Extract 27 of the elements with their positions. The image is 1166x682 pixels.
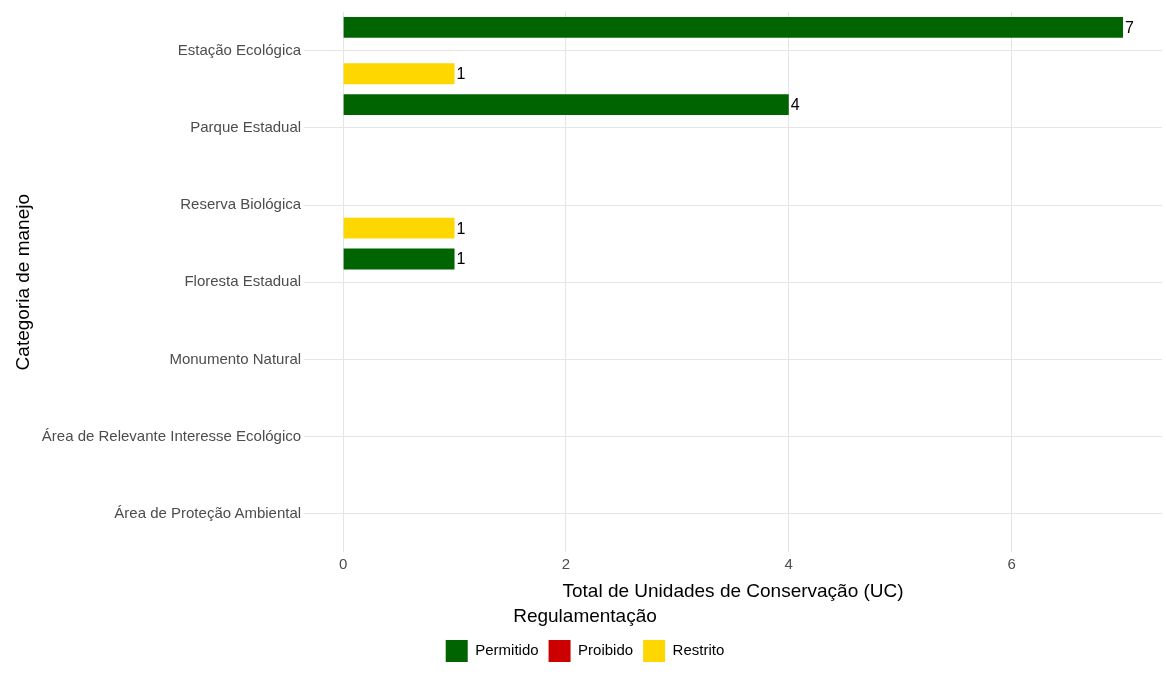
- y-tick-label: Área de Proteção Ambiental: [114, 503, 302, 521]
- data-label: 1: [456, 250, 466, 268]
- y-tick-label: Parque Estadual: [190, 117, 302, 135]
- legend-label: Proibido: [578, 641, 634, 659]
- bar: [343, 94, 789, 116]
- y-tick-label: Estação Ecológica: [177, 40, 302, 58]
- bar: [343, 217, 455, 239]
- bar: [343, 63, 455, 85]
- legend-label: Restrito: [672, 641, 725, 659]
- x-tick-label: 4: [784, 554, 793, 572]
- y-tick-label: Floresta Estadual: [184, 272, 302, 290]
- y-tick-label: Monumento Natural: [169, 349, 302, 367]
- data-label: 4: [790, 96, 800, 114]
- x-tick-label: 0: [338, 554, 348, 572]
- x-tick-label: 2: [561, 554, 571, 572]
- bar: [343, 248, 455, 270]
- legend-title: Regulamentação: [513, 604, 657, 626]
- legend-label: Permitido: [475, 641, 539, 659]
- bar: [343, 17, 1124, 38]
- x-tick-label: 6: [1007, 554, 1016, 572]
- y-tick-label: Reserva Biológica: [180, 195, 302, 213]
- data-label: 7: [1125, 18, 1135, 36]
- x-axis-title: Total de Unidades de Conservação (UC): [562, 580, 904, 602]
- data-label: 1: [456, 65, 466, 83]
- y-tick-label: Área de Relevante Interesse Ecológico: [41, 426, 302, 444]
- data-label: 1: [456, 219, 466, 237]
- y-axis-title: Categoria de manejo: [11, 194, 33, 371]
